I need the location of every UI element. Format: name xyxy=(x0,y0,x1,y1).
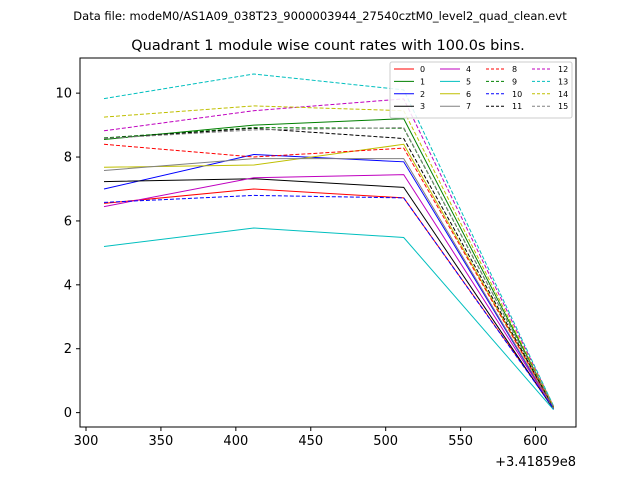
x-tick-label: 500 xyxy=(373,434,398,449)
legend-label-15: 15 xyxy=(558,102,568,111)
legend-label-10: 10 xyxy=(512,90,522,99)
series-line-10 xyxy=(103,194,554,409)
legend-label-5: 5 xyxy=(466,77,471,86)
legend-box xyxy=(389,61,573,119)
series-line-11 xyxy=(103,127,554,408)
legend-label-3: 3 xyxy=(420,102,425,111)
y-tick-label: 2 xyxy=(64,342,72,357)
x-tick-label: 300 xyxy=(74,434,99,449)
legend-label-12: 12 xyxy=(558,65,568,74)
series-line-14 xyxy=(103,105,554,407)
series-line-5 xyxy=(103,227,554,411)
legend-label-0: 0 xyxy=(420,65,425,74)
legend-label-7: 7 xyxy=(466,102,471,111)
y-tick-label: 8 xyxy=(64,151,72,166)
plot-area xyxy=(79,57,577,428)
series-line-6 xyxy=(103,143,554,408)
legend-label-6: 6 xyxy=(466,90,471,99)
x-tick-label: 450 xyxy=(298,434,323,449)
legend-label-8: 8 xyxy=(512,65,517,74)
x-tick-label: 600 xyxy=(523,434,548,449)
legend-label-1: 1 xyxy=(420,77,425,86)
legend-label-2: 2 xyxy=(420,90,425,99)
legend-label-9: 9 xyxy=(512,77,517,86)
series-line-12 xyxy=(103,98,554,407)
series-line-13 xyxy=(103,73,554,407)
series-line-4 xyxy=(103,174,554,409)
x-tick-label: 350 xyxy=(149,434,174,449)
legend-label-4: 4 xyxy=(466,65,471,74)
y-tick-label: 4 xyxy=(64,278,72,293)
legend-label-11: 11 xyxy=(512,102,522,111)
legend-label-14: 14 xyxy=(558,90,568,99)
series-line-7 xyxy=(103,158,554,409)
y-axis: 0 2 4 6 8 10 xyxy=(55,87,80,421)
series-layer xyxy=(103,73,554,411)
series-line-8 xyxy=(103,143,554,408)
legend-label-13: 13 xyxy=(558,77,568,86)
chart-title: Quadrant 1 module wise count rates with … xyxy=(131,38,525,54)
y-tick-label: 10 xyxy=(55,87,72,102)
y-tick-label: 6 xyxy=(64,214,72,229)
series-line-3 xyxy=(103,178,554,410)
x-offset-label: +3.41859e8 xyxy=(495,455,576,470)
series-line-15 xyxy=(103,127,554,408)
x-tick-label: 400 xyxy=(223,434,248,449)
x-axis: 300 350 400 450 500 550 600 xyxy=(74,427,548,449)
plot-frame xyxy=(79,57,577,428)
y-tick-label: 0 xyxy=(64,406,72,421)
x-tick-label: 550 xyxy=(448,434,473,449)
chart-suptitle: Data file: modeM0/AS1A09_038T23_90000039… xyxy=(73,9,567,23)
